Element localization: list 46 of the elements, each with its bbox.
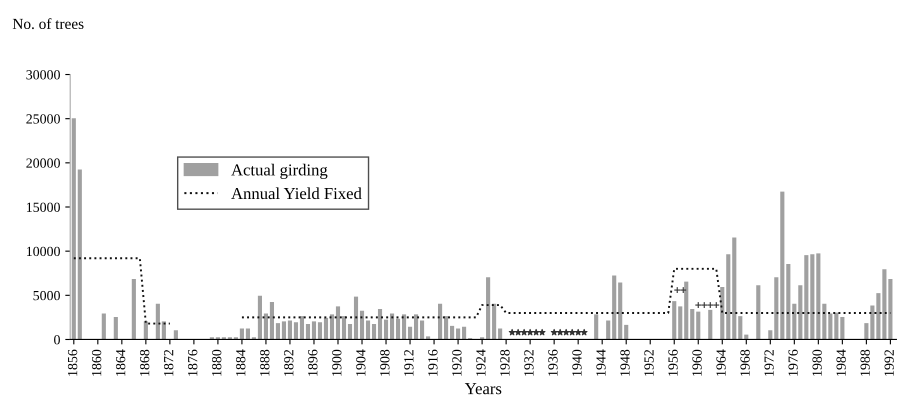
x-tick-label: 1940 xyxy=(572,350,582,376)
x-tick-label: 1944 xyxy=(596,349,606,376)
x-tick-label: 1988 xyxy=(860,350,870,376)
x-tick-label: 1880 xyxy=(212,350,222,376)
x-tick-label: 1872 xyxy=(164,350,174,376)
x-tick-label: 1912 xyxy=(404,350,414,376)
x-tick-label: 1932 xyxy=(524,350,534,376)
x-tick-label: 1876 xyxy=(188,350,198,376)
y-tick-label: 15000 xyxy=(26,202,60,212)
legend-label: Actual girding xyxy=(231,164,328,179)
x-tick-label: 1856 xyxy=(68,350,78,376)
x-tick-label: 1908 xyxy=(380,350,390,376)
x-tick-label: 1864 xyxy=(116,349,126,376)
x-axis-title: Years xyxy=(464,383,502,394)
x-tick-label: 1860 xyxy=(92,350,102,376)
x-tick-label: 1868 xyxy=(140,350,150,376)
y-tick-label: 30000 xyxy=(26,70,60,80)
x-tick-label: 1920 xyxy=(452,350,462,376)
x-tick-label: 1884 xyxy=(236,349,246,376)
y-axis-title: No. of trees xyxy=(12,18,84,30)
x-tick-label: 1928 xyxy=(500,350,510,376)
x-tick-label: 1976 xyxy=(788,350,798,376)
y-tick-label: 25000 xyxy=(26,114,60,124)
y-tick-label: 5000 xyxy=(34,290,60,300)
x-tick-label: 1992 xyxy=(884,350,894,376)
legend-label: Annual Yield Fixed xyxy=(231,187,362,200)
y-tick-label: 10000 xyxy=(26,246,60,256)
x-tick-label: 1956 xyxy=(668,350,678,376)
x-tick-label: 1980 xyxy=(812,350,822,376)
x-tick-label: 1900 xyxy=(332,350,342,376)
x-tick-label: 1888 xyxy=(260,350,270,376)
x-tick-label: 1916 xyxy=(428,350,438,376)
y-tick-label: 0 xyxy=(54,335,60,344)
x-tick-label: 1924 xyxy=(476,349,486,376)
x-tick-label: 1892 xyxy=(284,350,294,376)
x-tick-label: 1952 xyxy=(644,350,654,376)
x-tick-label: 1984 xyxy=(836,349,846,376)
x-tick-label: 1904 xyxy=(356,349,366,376)
y-tick-label: 20000 xyxy=(26,158,60,168)
x-tick-label: 1968 xyxy=(740,350,750,376)
x-tick-label: 1972 xyxy=(764,350,774,376)
x-tick-label: 1936 xyxy=(548,350,558,376)
x-tick-label: 1964 xyxy=(716,349,726,376)
x-tick-label: 1896 xyxy=(308,350,318,376)
x-tick-label: 1960 xyxy=(692,350,702,376)
x-tick-label: 1948 xyxy=(620,350,630,376)
